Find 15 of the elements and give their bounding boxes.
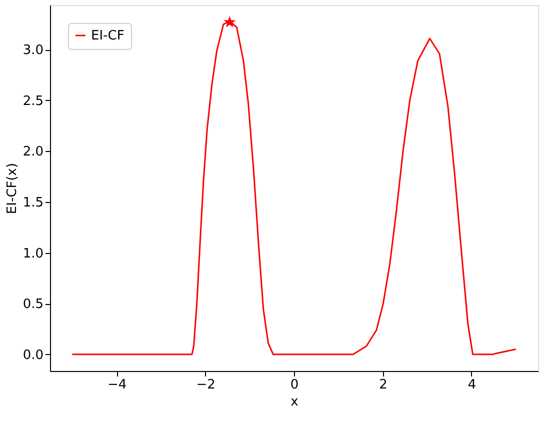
x-tick-label: 0	[290, 378, 299, 392]
y-tick-label: 0.0	[22, 348, 44, 363]
x-tick-label: −4	[107, 378, 127, 392]
x-tick-label: 2	[379, 378, 388, 392]
x-tick-label: 4	[468, 378, 476, 392]
y-tick-label: 1.5	[22, 196, 44, 211]
y-tick-label: 0.5	[22, 297, 44, 312]
legend-label: EI-CF	[91, 28, 124, 44]
x-axis-title: x	[290, 394, 299, 410]
y-tick-label: 3.0	[22, 43, 44, 58]
x-tick-label: −2	[196, 378, 216, 392]
y-axis-title: EI-CF(x)	[4, 162, 20, 214]
y-tick-label: 2.5	[22, 94, 44, 109]
y-tick-label: 2.0	[22, 144, 44, 160]
y-tick-label: 1.0	[22, 246, 44, 262]
